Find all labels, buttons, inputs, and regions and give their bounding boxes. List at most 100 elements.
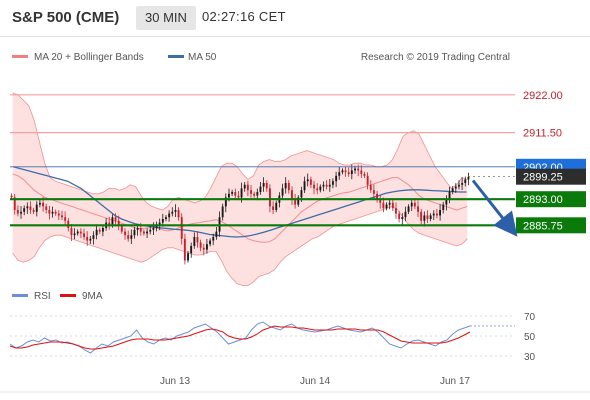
- candle-body: [246, 184, 249, 191]
- bollinger-upper-line: [12, 92, 468, 211]
- candle-body: [171, 211, 174, 214]
- chart-header: S&P 500 (CME) 30 MIN 02:27:16 CET: [0, 0, 590, 37]
- candle-body: [404, 211, 407, 218]
- candle-body: [73, 233, 76, 236]
- candle-body: [165, 217, 167, 219]
- candle-body: [102, 228, 104, 232]
- candle-body: [350, 170, 353, 174]
- candle-body: [149, 229, 152, 232]
- candle-body: [48, 210, 51, 214]
- candle-body: [139, 228, 142, 232]
- candle-body: [388, 202, 391, 205]
- candle-body: [10, 195, 13, 198]
- candle-body: [294, 199, 297, 205]
- candle-body: [347, 172, 350, 174]
- level-tag-2893-00: [516, 191, 586, 208]
- candle-body: [458, 184, 460, 187]
- timeframe-button[interactable]: 30 MIN: [136, 6, 196, 30]
- level-label-2885-75: 2885.75: [523, 220, 563, 232]
- candle-body: [212, 237, 215, 241]
- rsi-ma-legend-label: 9MA: [82, 291, 103, 302]
- candle-body: [256, 192, 259, 196]
- candle-body: [407, 206, 410, 212]
- candle-body: [76, 231, 79, 234]
- candle-body: [70, 228, 73, 236]
- candle-body: [373, 190, 375, 194]
- candle-body: [410, 202, 413, 207]
- candle-body: [39, 202, 41, 205]
- ma50-legend-label: MA 50: [188, 52, 217, 63]
- candle-body: [250, 190, 252, 194]
- candle-body: [16, 210, 19, 214]
- candle-body: [193, 237, 196, 246]
- x-tick-label: Jun 17: [440, 376, 470, 387]
- candle-body: [120, 226, 123, 232]
- candle-body: [92, 235, 95, 239]
- candle-body: [265, 183, 268, 189]
- candle-body: [146, 231, 148, 234]
- candle-body: [448, 192, 451, 200]
- ma50-legend-swatch: [168, 55, 184, 58]
- candle-body: [395, 208, 397, 214]
- candle-body: [98, 229, 101, 232]
- candle-body: [344, 170, 347, 173]
- candle-body: [341, 170, 344, 173]
- rsi-ma-line: [9, 325, 471, 350]
- rsi-tick-30: 30: [524, 352, 536, 363]
- candle-body: [281, 188, 284, 196]
- candle-body: [338, 172, 341, 176]
- candle-body: [319, 186, 322, 191]
- candle-body: [231, 192, 234, 194]
- candle-body: [215, 231, 218, 237]
- instrument-title: S&P 500 (CME): [12, 9, 120, 26]
- candle-body: [187, 253, 189, 261]
- candle-body: [202, 247, 205, 250]
- candle-body: [161, 219, 164, 223]
- candle-body: [86, 237, 89, 241]
- candle-body: [363, 174, 366, 176]
- candle-body: [20, 211, 22, 214]
- candle-body: [180, 217, 183, 239]
- candle-body: [111, 217, 114, 225]
- candle-body: [190, 246, 193, 254]
- candle-body: [183, 238, 186, 261]
- candle-body: [64, 217, 67, 221]
- candle-body: [174, 210, 177, 212]
- x-tick-label: Jun 14: [300, 376, 330, 387]
- candle-body: [259, 186, 262, 192]
- candle-body: [124, 231, 126, 236]
- candle-body: [382, 202, 385, 209]
- candle-body: [224, 197, 227, 207]
- rsi-tick-70: 70: [524, 312, 536, 323]
- candle-body: [206, 244, 208, 250]
- candle-body: [325, 184, 328, 187]
- candle-body: [228, 193, 230, 198]
- rsi-legend-swatch: [12, 294, 28, 297]
- candle-body: [306, 179, 309, 182]
- bollinger-lower-line: [12, 205, 468, 286]
- candle-body: [177, 210, 180, 218]
- candle-body: [253, 193, 256, 196]
- forecast-arrow: [471, 179, 518, 237]
- candle-body: [391, 202, 394, 209]
- candle-body: [89, 238, 92, 241]
- candle-body: [376, 193, 378, 200]
- candle-body: [423, 215, 426, 221]
- rsi-legend: RSI 9MA: [12, 291, 103, 302]
- candle-body: [439, 210, 441, 216]
- level-label-2922-00: 2922.00: [523, 90, 563, 102]
- copyright-label: Research © 2019 Trading Central: [361, 52, 510, 63]
- timestamp: 02:27:16 CET: [202, 9, 286, 24]
- candle-body: [432, 213, 435, 216]
- candle-body: [54, 211, 57, 214]
- candle-body: [366, 175, 369, 185]
- bollinger-legend-label: MA 20 + Bollinger Bands: [34, 52, 144, 63]
- candle-body: [429, 215, 432, 219]
- ma50-line: [13, 166, 467, 238]
- candle-body: [461, 183, 464, 185]
- candle-body: [83, 233, 85, 237]
- rsi-legend-label: RSI: [34, 291, 51, 302]
- candle-body: [426, 215, 429, 219]
